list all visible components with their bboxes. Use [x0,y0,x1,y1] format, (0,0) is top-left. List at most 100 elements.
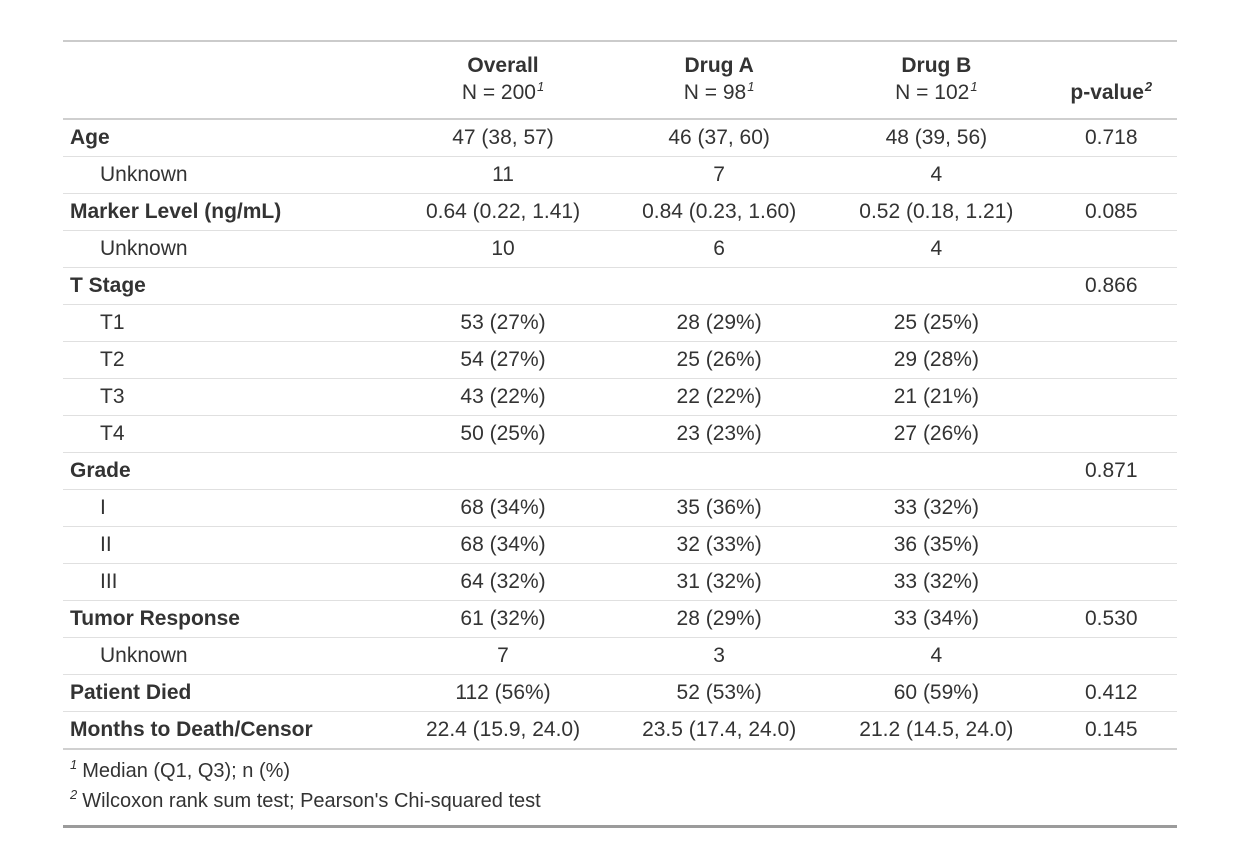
cell-value: 61 (32%) [394,600,612,638]
cell-value [1045,415,1177,453]
row-label: T3 [63,378,395,416]
table-row-t-stage: T Stage 0.866 [63,267,1177,305]
cell-value [1045,526,1177,564]
table-row-t4: T4 50 (25%) 23 (23%) 27 (26%) [63,415,1177,453]
cell-value: 0.52 (0.18, 1.21) [827,193,1046,231]
cell-value [1045,563,1177,601]
table-row-t3: T3 43 (22%) 22 (22%) 21 (21%) [63,378,1177,416]
cell-value: 23.5 (17.4, 24.0) [611,711,828,750]
row-label: T Stage [63,267,395,305]
table-row-patient-died: Patient Died 112 (56%) 52 (53%) 60 (59%) 0.4… [63,674,1177,712]
cell-value [827,452,1046,490]
cell-value: 7 [394,637,612,675]
cell-value: 21.2 (14.5, 24.0) [827,711,1046,750]
column-header-p-value: p-value2 [1045,41,1177,120]
column-n-label: N = 98 [683,81,747,104]
cell-value: 0.84 (0.23, 1.60) [611,193,828,231]
table-row-iii: III 64 (32%) 31 (32%) 33 (32%) [63,563,1177,601]
row-label: III [63,563,395,601]
cell-value [1045,341,1177,379]
footnote-text: Wilcoxon rank sum test; Pearson's Chi-sq… [82,790,541,812]
footnote-mark: 1 [970,79,978,94]
table-footnotes: 1 Median (Q1, Q3); n (%) 2 Wilcoxon rank su… [63,750,1177,828]
footnote-mark: 1 [70,757,78,773]
cell-value: 7 [611,156,828,194]
column-label: p-value [1070,81,1144,104]
cell-value: 10 [394,230,612,268]
cell-value: 0.412 [1045,674,1177,712]
footnote-2: 2 Wilcoxon rank sum test; Pearson's Chi-s… [70,786,1171,816]
cell-value [394,452,612,490]
row-label: T2 [63,341,395,379]
column-label: Overall [467,54,539,77]
footnote-1: 1 Median (Q1, Q3); n (%) [70,756,1171,786]
row-label: Grade [63,452,395,490]
row-label: II [63,526,395,564]
cell-value: 46 (37, 60) [611,119,828,157]
cell-value: 0.530 [1045,600,1177,638]
cell-value [394,267,612,305]
table-row-t2: T2 54 (27%) 25 (26%) 29 (28%) [63,341,1177,379]
row-label: Marker Level (ng/mL) [63,193,395,231]
footnote-mark: 1 [747,79,755,94]
cell-value: 6 [611,230,828,268]
table-row-ii: II 68 (34%) 32 (33%) 36 (35%) [63,526,1177,564]
table-row-months-to-death-censor: Months to Death/Censor 22.4 (15.9, 24.0) 2… [63,711,1177,750]
column-header-overall: Overall N = 2001 [394,41,612,120]
row-label: Unknown [63,156,395,194]
cell-value: 112 (56%) [394,674,612,712]
row-label: Unknown [63,637,395,675]
column-header-drug-a: Drug A N = 981 [611,41,828,120]
cell-value: 0.64 (0.22, 1.41) [394,193,612,231]
cell-value: 36 (35%) [827,526,1046,564]
cell-value: 31 (32%) [611,563,828,601]
cell-value [1045,156,1177,194]
cell-value [1045,637,1177,675]
cell-value: 0.718 [1045,119,1177,157]
table-row-unknown: Unknown 11 7 4 [63,156,1177,194]
cell-value: 4 [827,230,1046,268]
cell-value [1045,378,1177,416]
cell-value: 3 [611,637,828,675]
row-label: Patient Died [63,674,395,712]
cell-value: 33 (34%) [827,600,1046,638]
cell-value [1045,304,1177,342]
cell-value: 27 (26%) [827,415,1046,453]
cell-value: 22 (22%) [611,378,828,416]
column-label: Drug A [684,54,754,77]
footnote-mark: 2 [70,787,78,803]
cell-value: 53 (27%) [394,304,612,342]
column-label: Drug B [901,54,972,77]
cell-value: 4 [827,156,1046,194]
cell-value: 28 (29%) [611,304,828,342]
cell-value: 11 [394,156,612,194]
table-row-t1: T1 53 (27%) 28 (29%) 25 (25%) [63,304,1177,342]
cell-value: 29 (28%) [827,341,1046,379]
cell-value: 4 [827,637,1046,675]
cell-value: 32 (33%) [611,526,828,564]
cell-value: 47 (38, 57) [394,119,612,157]
column-n-label: N = 102 [895,81,970,104]
cell-value: 0.085 [1045,193,1177,231]
cell-value: 28 (29%) [611,600,828,638]
cell-value [611,267,828,305]
footnote-text: Median (Q1, Q3); n (%) [82,760,291,782]
cell-value: 25 (25%) [827,304,1046,342]
table-row-grade: Grade 0.871 [63,452,1177,490]
cell-value: 33 (32%) [827,563,1046,601]
cell-value: 64 (32%) [394,563,612,601]
cell-value: 48 (39, 56) [827,119,1046,157]
cell-value [827,267,1046,305]
stub-header [63,41,395,120]
cell-value: 52 (53%) [611,674,828,712]
cell-value: 33 (32%) [827,489,1046,527]
footnote-mark: 2 [1144,79,1153,94]
cell-value [1045,489,1177,527]
cell-value: 22.4 (15.9, 24.0) [394,711,612,750]
column-n-label: N = 200 [461,81,536,104]
cell-value: 21 (21%) [827,378,1046,416]
